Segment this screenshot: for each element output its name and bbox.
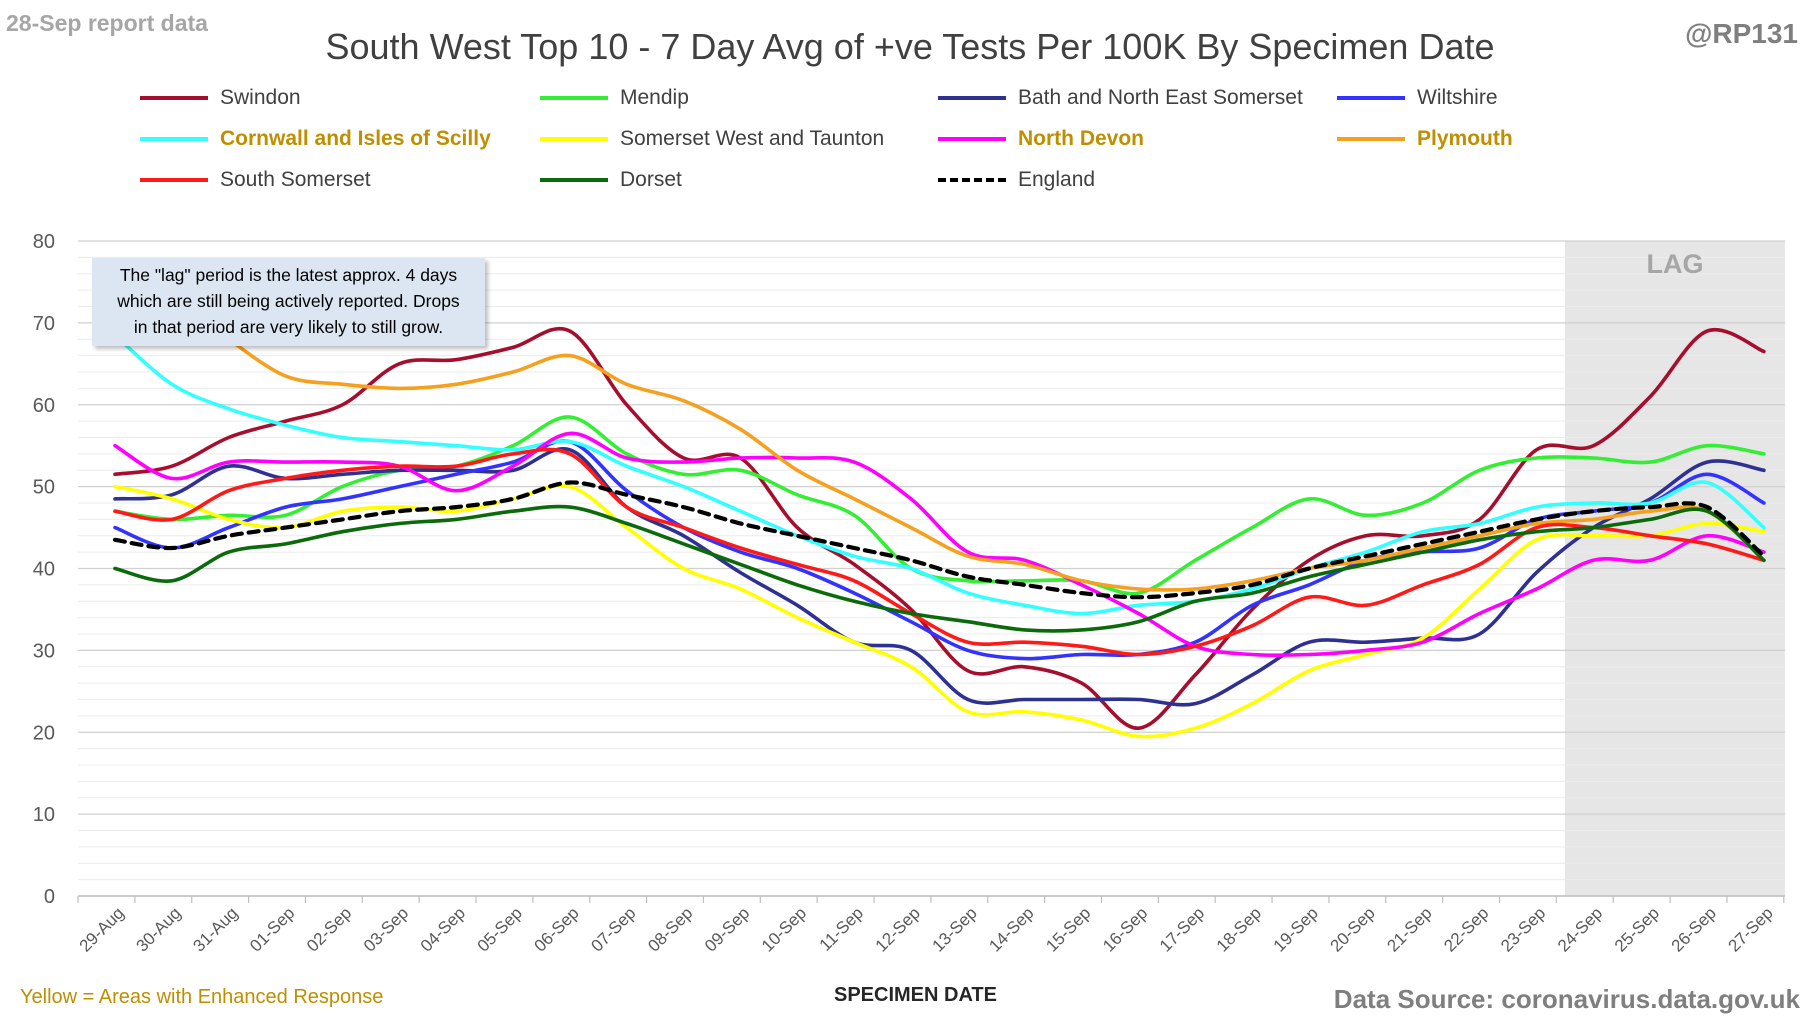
y-tick-label: 30 <box>33 640 55 662</box>
x-tick-label: 16-Sep <box>1099 903 1151 955</box>
legend-label: Dorset <box>620 168 682 191</box>
author-handle: @RP131 <box>1685 18 1798 49</box>
x-tick-label: 02-Sep <box>303 903 355 955</box>
legend-swatch <box>140 137 208 141</box>
x-tick-label: 07-Sep <box>587 903 639 955</box>
legend-label: Mendip <box>620 86 689 109</box>
legend-swatch <box>140 178 208 182</box>
x-tick-label: 23-Sep <box>1497 903 1549 955</box>
lag-annotation-box: The "lag" period is the latest approx. 4… <box>92 258 485 346</box>
series-line-wiltshire <box>113 439 1766 661</box>
x-tick-label: 29-Aug <box>76 903 128 955</box>
series-line-dorset <box>113 504 1766 633</box>
legend-swatch <box>938 178 1006 182</box>
legend-label: Cornwall and Isles of Scilly <box>220 127 491 150</box>
y-tick-label: 20 <box>33 722 55 744</box>
y-tick-label: 50 <box>33 477 55 499</box>
x-tick-label: 20-Sep <box>1327 903 1379 955</box>
x-tick-label: 04-Sep <box>417 903 469 955</box>
report-date-label: 28-Sep report data <box>6 10 208 36</box>
x-tick-label: 31-Aug <box>189 903 241 955</box>
y-tick-label: 80 <box>33 231 55 253</box>
x-tick-label: 21-Sep <box>1383 903 1435 955</box>
series-line-england <box>112 480 1766 600</box>
legend-label: Swindon <box>220 86 301 109</box>
x-tick-label: 11-Sep <box>816 903 867 954</box>
legend-swatch <box>540 178 608 182</box>
x-tick-label: 26-Sep <box>1668 903 1720 955</box>
series-line-cornwall-and-isles-of-scilly <box>113 333 1766 616</box>
x-tick-label: 06-Sep <box>531 903 583 955</box>
annotation-line: The "lag" period is the latest approx. 4… <box>119 265 458 285</box>
x-tick-label: 08-Sep <box>644 903 696 955</box>
series-line-south-somerset <box>113 447 1766 657</box>
legend-item: Bath and North East Somerset <box>938 83 1303 113</box>
x-tick-label: 19-Sep <box>1270 903 1322 955</box>
x-tick-label: 14-Sep <box>985 903 1037 955</box>
y-tick-label: 10 <box>33 804 55 826</box>
legend-swatch <box>938 137 1006 141</box>
x-tick-label: 10-Sep <box>758 903 810 955</box>
legend-item: Somerset West and Taunton <box>540 124 884 154</box>
series-line-bath-and-north-east-somerset <box>113 446 1766 707</box>
x-tick-label: 09-Sep <box>701 903 753 955</box>
legend-swatch <box>1337 137 1405 141</box>
legend-label: England <box>1018 168 1096 191</box>
legend-swatch <box>540 96 608 100</box>
chart-title: South West Top 10 - 7 Day Avg of +ve Tes… <box>325 26 1495 67</box>
legend-item: Plymouth <box>1337 124 1513 154</box>
enhanced-response-note: Yellow = Areas with Enhanced Response <box>20 986 384 1008</box>
x-axis-label: SPECIMEN DATE <box>834 984 997 1006</box>
x-tick-label: 17-Sep <box>1156 903 1208 955</box>
x-tick-label: 15-Sep <box>1042 903 1094 955</box>
lag-label: LAG <box>1646 249 1703 279</box>
x-tick-label: 24-Sep <box>1554 903 1606 955</box>
x-tick-label: 12-Sep <box>872 903 924 955</box>
legend-label: Plymouth <box>1417 127 1513 150</box>
annotation-line: which are still being actively reported.… <box>117 291 460 311</box>
legend-swatch <box>1337 96 1405 100</box>
y-tick-label: 0 <box>44 886 55 908</box>
legend-label: South Somerset <box>220 168 371 191</box>
series-line-swindon <box>113 326 1766 730</box>
x-tick-label: 25-Sep <box>1611 903 1663 955</box>
series-line-somerset-west-and-taunton <box>113 483 1766 739</box>
legend-item: England <box>938 165 1095 195</box>
x-tick-label: 01-Sep <box>246 903 298 955</box>
legend-item: Dorset <box>540 165 682 195</box>
legend-swatch <box>540 137 608 141</box>
legend-label: North Devon <box>1018 127 1144 150</box>
legend-item: North Devon <box>938 124 1144 154</box>
x-tick-label: 22-Sep <box>1440 903 1492 955</box>
legend-item: Mendip <box>540 83 689 113</box>
chart-legend: Swindon Mendip Bath and North East Somerse… <box>0 0 1820 230</box>
y-tick-label: 60 <box>33 395 55 417</box>
legend-item: Cornwall and Isles of Scilly <box>140 124 491 154</box>
legend-item: South Somerset <box>140 165 371 195</box>
x-tick-label: 13-Sep <box>929 903 981 955</box>
x-tick-label: 18-Sep <box>1213 903 1265 955</box>
x-tick-label: 05-Sep <box>474 903 526 955</box>
legend-swatch <box>140 96 208 100</box>
x-tick-label: 30-Aug <box>132 903 184 955</box>
legend-item: Wiltshire <box>1337 83 1498 113</box>
data-source-note: Data Source: coronavirus.data.gov.uk <box>1333 984 1800 1014</box>
x-tick-label: 27-Sep <box>1725 903 1777 955</box>
series-line-plymouth <box>226 337 1766 592</box>
y-tick-label: 70 <box>33 313 55 335</box>
legend-swatch <box>938 96 1006 100</box>
legend-item: Swindon <box>140 83 301 113</box>
legend-label: Somerset West and Taunton <box>620 127 885 150</box>
y-tick-label: 40 <box>33 559 55 581</box>
annotation-line: in that period are very likely to still … <box>133 317 444 337</box>
legend-label: Wiltshire <box>1417 86 1498 109</box>
legend-label: Bath and North East Somerset <box>1018 86 1303 109</box>
x-tick-label: 03-Sep <box>360 903 412 955</box>
